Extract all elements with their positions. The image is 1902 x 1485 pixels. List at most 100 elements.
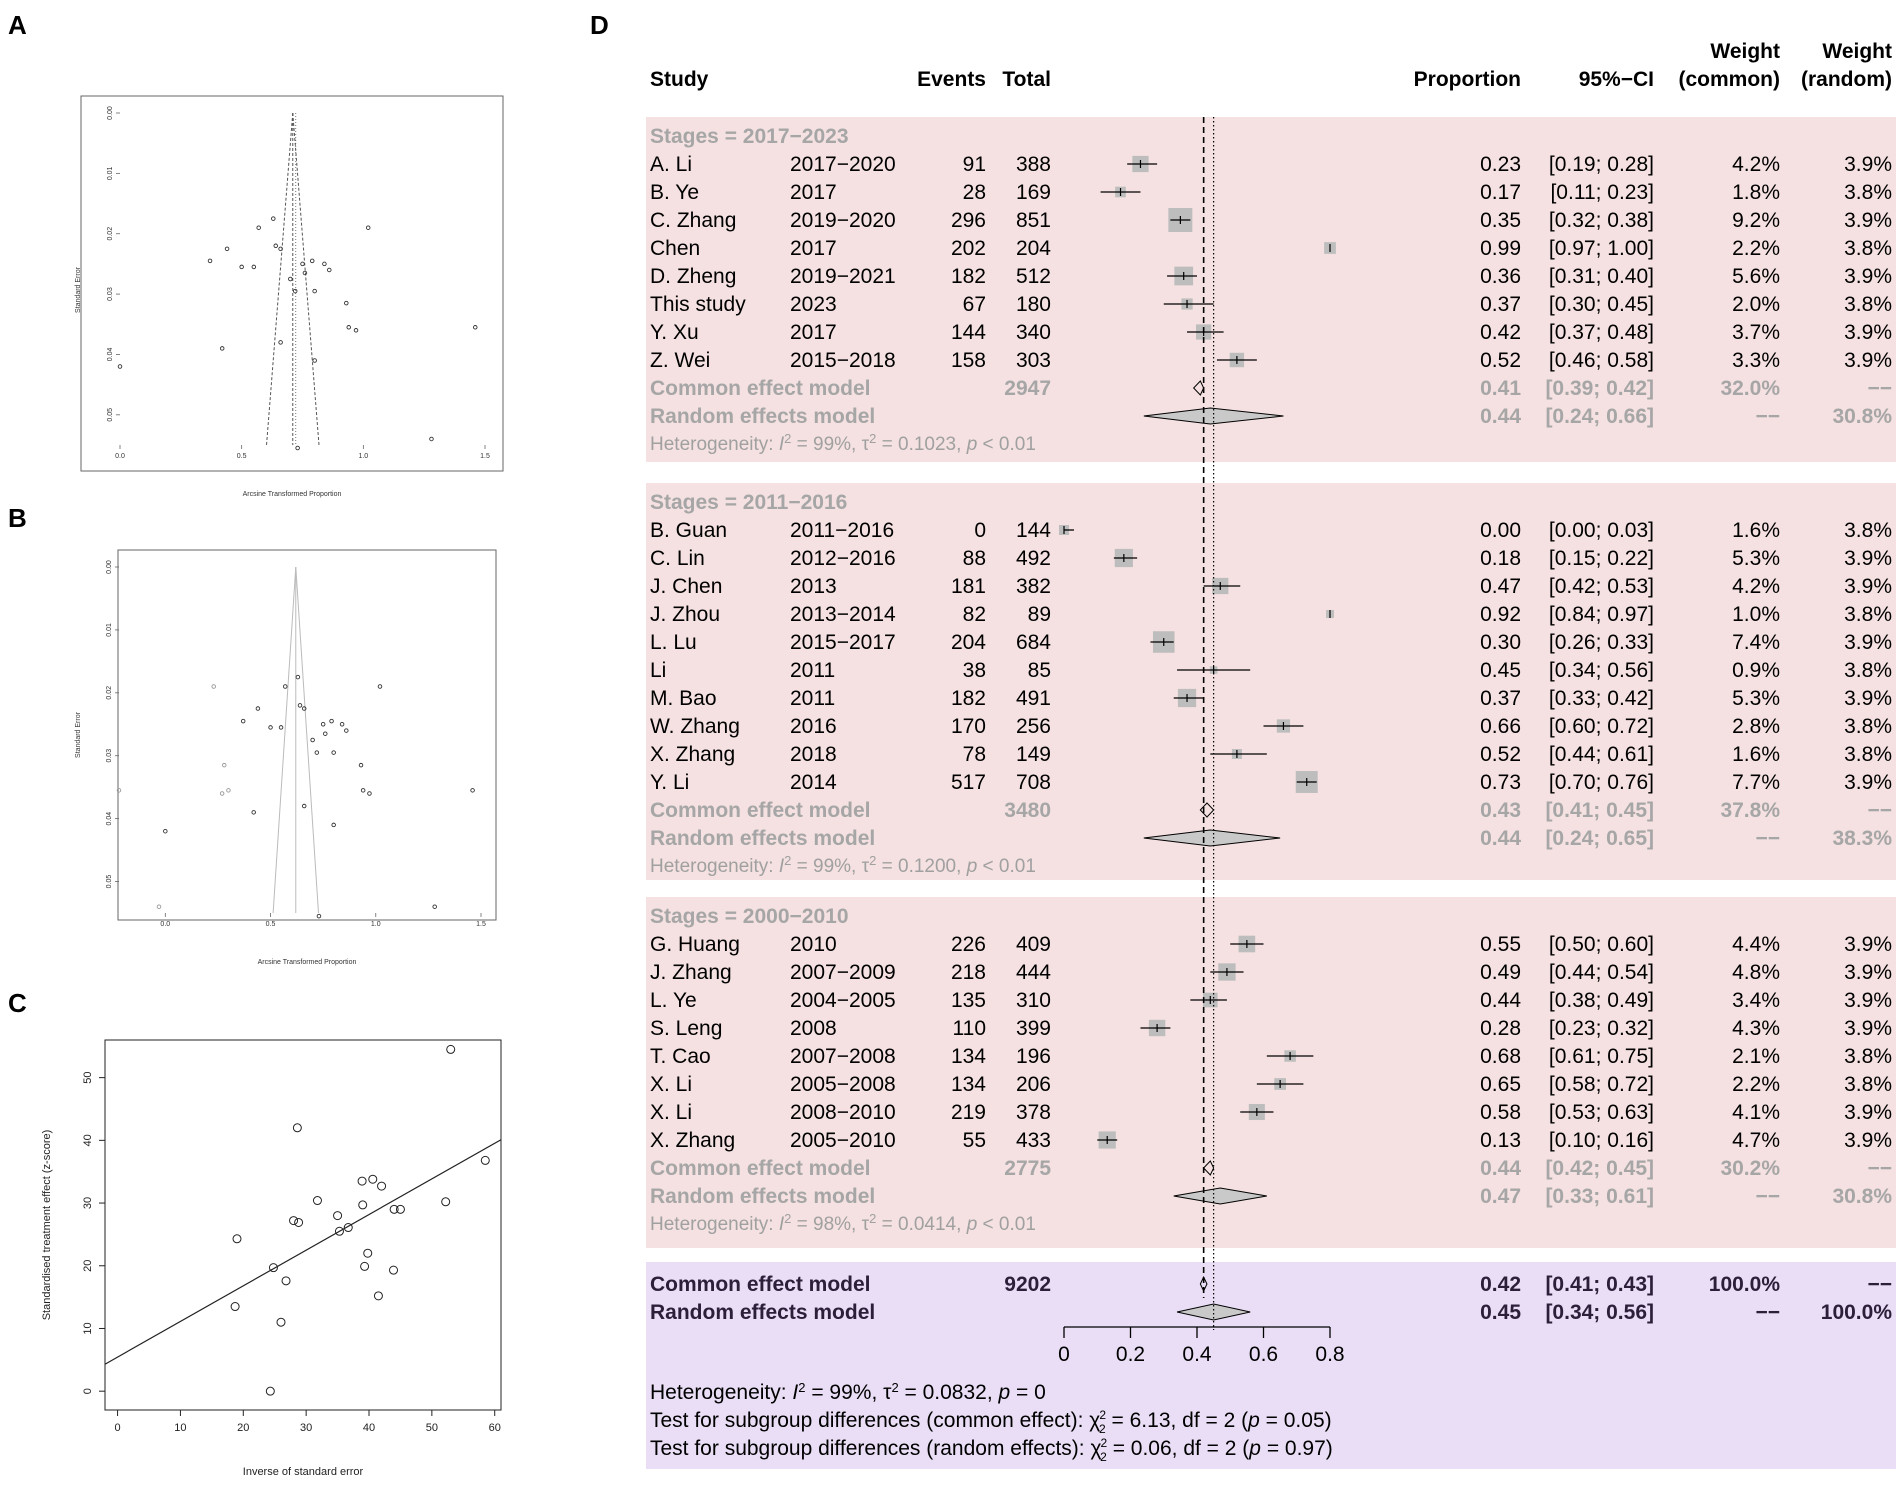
het-text: = 0.0832, [899,1381,999,1404]
het-text: = 0.1023, [876,434,966,455]
study-name: S. Leng [650,1017,722,1040]
test-p: p [1247,1409,1260,1432]
c-study-point [268,1263,278,1273]
b-study-point [329,718,334,724]
study-weight-common: 0.9% [1732,659,1780,682]
panel-c-frame [104,1039,502,1411]
study-weight-common: 1.6% [1732,743,1780,766]
het-text: < 0.01 [977,856,1036,877]
overall-common-proportion: 0.42 [1480,1273,1521,1296]
b-study-point [377,684,383,689]
subgroup-background [646,117,1896,462]
b-y-tick-label: 0.04 [106,812,113,826]
het-text: = 0.1200, [876,856,966,877]
study-events: 181 [951,575,986,598]
panel-label-c: C [8,988,27,1018]
a-y-tick-label: 0.05 [107,408,114,422]
subgroup-common-label: Common effect model [650,377,871,400]
study-total: 409 [1016,933,1051,956]
study-total: 512 [1016,265,1051,288]
study-total: 149 [1016,743,1051,766]
test-text: = 6.13, df = 2 ( [1106,1409,1248,1432]
het-text: = 0.0414, [876,1214,966,1235]
study-year: 2014 [790,771,837,794]
study-events: 182 [951,265,986,288]
b-filled-point [156,904,162,909]
test-text: Test for subgroup differences (common ef… [650,1409,1089,1432]
study-proportion: 0.49 [1480,961,1521,984]
study-events: 134 [951,1073,986,1096]
a-study-point [278,340,283,345]
b-study-point [314,750,320,755]
het-sup: 2 [891,1380,898,1395]
study-weight-random: 3.9% [1844,153,1892,176]
b-study-point [470,788,475,793]
study-proportion: 0.13 [1480,1129,1521,1152]
b-y-tick-label: 0.03 [106,749,113,763]
study-ci: [0.53; 0.63] [1549,1101,1654,1124]
study-weight-random: 3.9% [1844,687,1892,710]
subgroup-common-total: 2775 [1004,1157,1051,1180]
subgroup-random-diamond [1143,829,1281,847]
c-study-point [377,1181,387,1191]
c-x-tick-label: 40 [363,1422,375,1434]
study-events: 134 [951,1045,986,1068]
study-weight-random: 3.9% [1844,1101,1892,1124]
study-total: 85 [1028,659,1051,682]
overall-background [646,1262,1896,1469]
study-total: 378 [1016,1101,1051,1124]
header-total: Total [1002,68,1051,91]
study-name: Y. Xu [650,321,699,344]
b-study-point [331,822,336,828]
c-study-point [265,1386,275,1396]
b-study-point [310,737,315,743]
study-total: 169 [1016,181,1051,204]
study-ci: [0.26; 0.33] [1549,631,1654,654]
study-total: 491 [1016,687,1051,710]
subgroup-common-label: Common effect model [650,1157,871,1180]
subgroup-title: Stages = 2017−2023 [650,125,849,148]
b-y-tick-label: 0.01 [106,623,113,637]
study-total: 204 [1016,237,1051,260]
het-sup: 2 [869,853,876,868]
c-study-point [373,1291,383,1301]
study-weight-common: 1.8% [1732,181,1780,204]
a-study-point [429,436,434,442]
subgroup-random-label: Random effects model [650,827,875,850]
c-study-point [292,1123,302,1133]
study-ci: [0.58; 0.72] [1549,1073,1654,1096]
test-p: p [1248,1437,1261,1460]
study-proportion: 0.52 [1480,743,1521,766]
study-ci: [0.84; 0.97] [1549,603,1654,626]
study-year: 2018 [790,743,837,766]
a-x-tick-label: 0.5 [237,453,247,460]
panel-c-galbraith-plot: Inverse of standard error Standardised t… [41,1039,502,1478]
c-study-point [446,1044,456,1054]
overall-random-weight-random: 100.0% [1821,1301,1893,1324]
study-weight-random: 3.8% [1844,1045,1892,1068]
study-proportion: 0.55 [1480,933,1521,956]
b-study-point [278,725,284,730]
study-proportion: 0.99 [1480,237,1521,260]
c-study-point [357,1176,367,1186]
study-proportion: 0.68 [1480,1045,1521,1068]
study-total: 256 [1016,715,1051,738]
study-year: 2017 [790,181,837,204]
study-events: 110 [953,1017,986,1040]
subgroup-random-weight-common: −− [1755,1185,1780,1208]
study-weight-random: 3.9% [1844,989,1892,1012]
subgroup-common-weight-random: −− [1867,1157,1892,1180]
c-study-point [312,1196,322,1206]
subgroup-common-weight-common: 30.2% [1720,1157,1780,1180]
subgroup-heterogeneity: Heterogeneity: I2 = 98%, τ2 = 0.0414, p … [650,1211,1036,1236]
study-name: L. Lu [650,631,697,654]
b-study-point [163,828,168,834]
panel-b-xlabel: Arcsine Transformed Proportion [258,959,357,966]
study-ci: [0.31; 0.40] [1549,265,1654,288]
study-weight-common: 5.6% [1732,265,1780,288]
forest-x-tick-label: 0.4 [1182,1343,1212,1366]
study-name: J. Zhou [650,603,720,626]
c-x-tick-label: 30 [300,1422,312,1434]
study-year: 2011 [790,659,835,682]
study-name: Y. Li [650,771,689,794]
